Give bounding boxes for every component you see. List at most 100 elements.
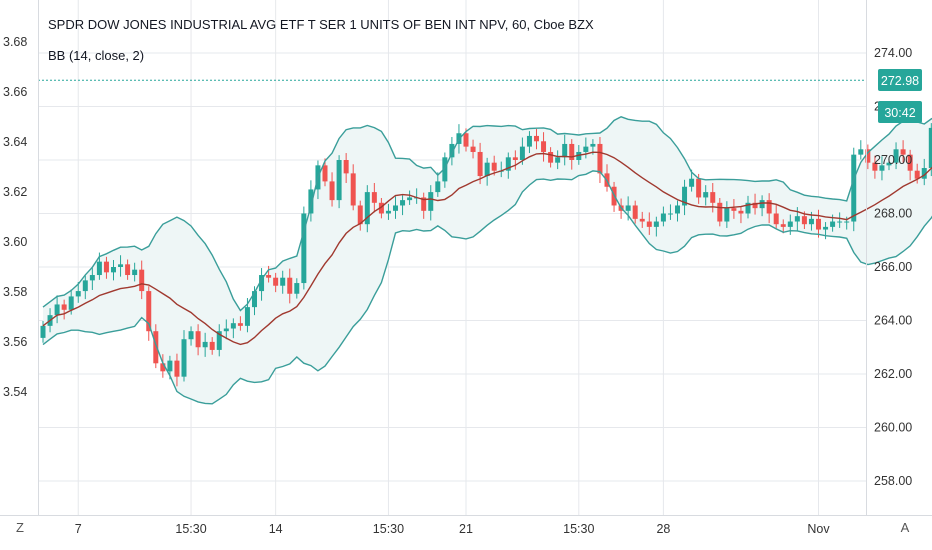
candle-down — [632, 200, 638, 224]
candle-up — [364, 185, 370, 233]
candle-down — [569, 139, 575, 170]
candle-down — [378, 197, 384, 219]
candle-up — [675, 200, 680, 222]
candle-down — [534, 128, 539, 150]
candle-up — [858, 140, 864, 160]
candle-up — [230, 318, 236, 339]
left-axis-tick-label: 3.66 — [3, 85, 27, 99]
candle-up — [724, 201, 730, 228]
candle-down — [731, 199, 737, 219]
chart-title: SPDR DOW JONES INDUSTRIAL AVG ETF T SER … — [48, 17, 594, 32]
candle-up — [280, 270, 286, 294]
time-axis-tick-label: 28 — [656, 522, 670, 536]
right-axis-tick-label: 264.00 — [874, 314, 912, 328]
candle-down — [125, 259, 131, 280]
candle-down — [61, 299, 67, 320]
candle-up — [879, 156, 885, 181]
candle-down — [174, 353, 180, 387]
candle-down — [766, 193, 772, 224]
candle-down — [816, 209, 821, 238]
candle-up — [449, 136, 455, 166]
candle-up — [703, 185, 709, 206]
candle-down — [266, 265, 272, 283]
candle-up — [851, 147, 857, 232]
bollinger-lower-band — [42, 170, 932, 405]
candle-up — [385, 203, 391, 220]
candle-down — [780, 219, 786, 234]
candle-up — [484, 157, 490, 186]
candle-down — [343, 153, 349, 184]
right-axis-tick-label: 258.00 — [874, 474, 912, 488]
bollinger-basis-line — [42, 151, 932, 346]
candle-up — [301, 206, 307, 290]
candle-up — [653, 216, 659, 237]
candle-down — [237, 316, 243, 331]
candle-down — [139, 260, 145, 300]
time-axis-ticks[interactable]: 7 15:30 14 15:30 21 15:30 28 Nov — [75, 522, 831, 536]
right-axis-tick-label: 274.00 — [874, 46, 912, 60]
candle-down — [646, 212, 652, 235]
candle-up — [555, 150, 561, 170]
candle-up — [181, 330, 187, 382]
candle-down — [477, 142, 483, 185]
candle-down — [717, 197, 723, 227]
candle-down — [103, 256, 109, 279]
left-axis-tick-label: 3.64 — [3, 135, 27, 149]
candle-up — [75, 281, 81, 303]
candle-up — [259, 268, 265, 301]
left-axis-tick-label: 3.60 — [3, 235, 27, 249]
candle-up — [202, 332, 208, 357]
time-axis-tick-label: Nov — [807, 522, 830, 536]
auto-scale-right-toggle[interactable]: A — [901, 520, 910, 535]
candle-up — [308, 180, 314, 222]
candle-up — [837, 212, 843, 228]
candle-up — [54, 295, 60, 324]
candle-up — [407, 190, 413, 205]
candle-down — [548, 147, 554, 168]
time-axis-tick-label: 15:30 — [563, 522, 594, 536]
candle-up — [118, 255, 124, 277]
candle-up — [745, 195, 751, 219]
candle-up — [400, 195, 406, 216]
candle-up — [526, 131, 532, 154]
time-axis-tick-label: 14 — [269, 522, 283, 536]
candle-down — [541, 132, 547, 162]
candle-down — [491, 155, 497, 176]
candle-up — [562, 134, 568, 166]
candle-down — [872, 155, 878, 179]
time-axis-tick-label: 21 — [459, 522, 473, 536]
candle-up — [583, 137, 589, 159]
candle-up — [111, 260, 116, 281]
candle-down — [357, 200, 363, 231]
candle-up — [505, 152, 511, 179]
candle-down — [329, 172, 335, 207]
candle-up — [216, 324, 222, 357]
candle-down — [195, 324, 201, 356]
candle-up — [787, 214, 793, 235]
last-price-badge: 272.98 — [878, 69, 922, 91]
right-axis-tick-label: 260.00 — [874, 421, 912, 435]
right-axis-tick-label: 266.00 — [874, 260, 912, 274]
candle-down — [512, 150, 518, 170]
auto-scale-left-toggle[interactable]: Z — [16, 520, 24, 535]
left-axis-tick-label: 3.54 — [3, 385, 27, 399]
candle-down — [738, 206, 744, 224]
candle-up — [336, 155, 342, 209]
left-axis-tick-label: 3.56 — [3, 335, 27, 349]
candle-up — [928, 123, 932, 177]
candle-down — [900, 140, 906, 163]
candle-down — [371, 183, 377, 213]
candle-down — [907, 149, 913, 181]
candle-up — [435, 172, 441, 197]
candle-up — [89, 268, 95, 291]
candles — [40, 123, 932, 387]
time-axis-tick-label: 15:30 — [373, 522, 404, 536]
candle-up — [82, 275, 88, 300]
indicator-legend[interactable]: BB (14, close, 2) — [48, 48, 145, 63]
candle-up — [682, 179, 688, 216]
candle-down — [273, 272, 279, 293]
candle-down — [773, 204, 779, 230]
candle-up — [252, 286, 257, 316]
candle-down — [350, 164, 356, 211]
